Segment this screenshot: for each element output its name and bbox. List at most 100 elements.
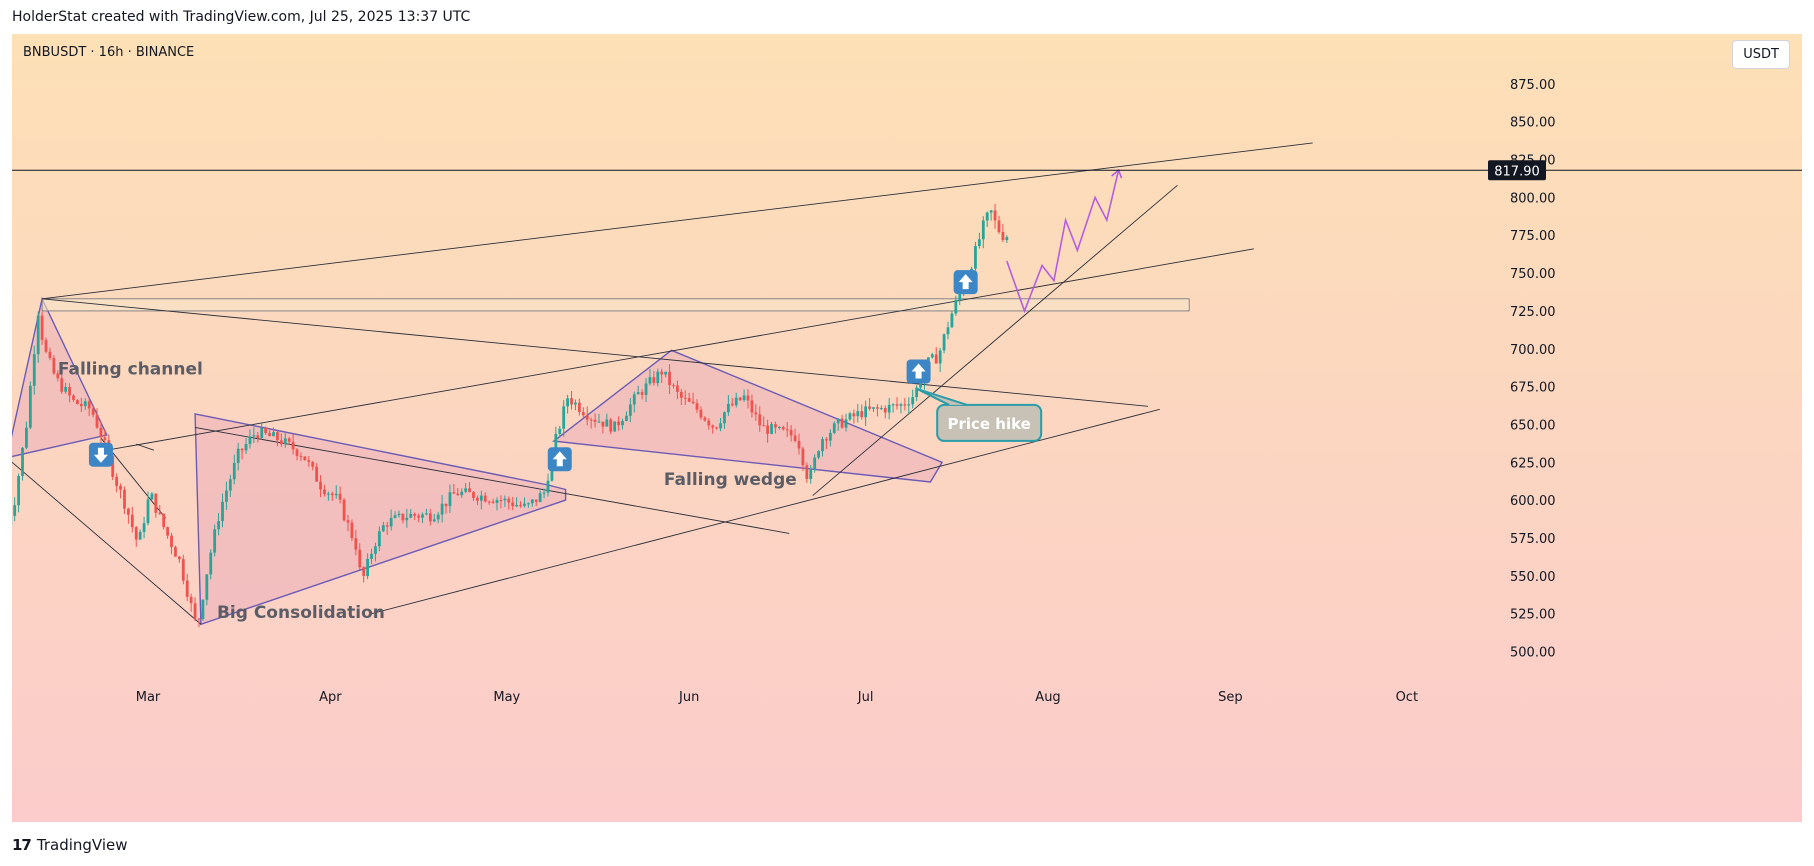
y-tick-label: 650.00 [1510,418,1556,433]
x-tick-label: Oct [1396,690,1418,705]
candle-body [919,383,922,388]
y-axis[interactable]: 875.00 850.00 825.00 800.00 775.00 750.00 725.… [1510,78,1556,661]
pattern-label: Falling channel [58,359,203,379]
candle-body [456,493,460,496]
y-tick-label: 700.00 [1510,343,1556,358]
candle-body [377,531,381,547]
candle-body [166,527,170,536]
candle-body [142,523,146,532]
candle-body [981,220,985,240]
candle-body [134,527,138,540]
candle-body [942,334,946,351]
candle-body [326,493,330,495]
candle-body [538,493,542,502]
candle-body [99,427,103,438]
candle-body [930,354,934,358]
candle-body [279,440,283,445]
candle-body [503,498,507,501]
candle-body [213,529,217,553]
candle-body [350,522,354,539]
x-tick-label: Jul [857,690,874,705]
candle-body [907,404,911,406]
candle-body [868,406,871,409]
candle-body [660,371,664,375]
candle-body [676,385,679,392]
candle-body [452,492,456,494]
candle-body [303,456,307,461]
candle-body [574,402,577,405]
candle-body [534,499,538,502]
candle-body [174,547,177,557]
candle-body [154,493,158,513]
candle-body [436,514,440,520]
candle-body [409,513,413,518]
candle-body [974,246,977,269]
candle-body [852,413,856,417]
candle-body [95,414,99,428]
candle-body [111,455,115,477]
candle-body [825,439,828,441]
y-tick-label: 525.00 [1510,608,1556,623]
y-tick-label: 775.00 [1510,229,1556,244]
candle-body [789,429,793,436]
y-tick-label: 800.00 [1510,191,1556,206]
candle-body [597,421,601,423]
x-tick-label: Sep [1218,690,1243,705]
candle-body [311,461,315,467]
candle-body [123,489,126,509]
candle-body [268,433,271,437]
candle-body [323,489,326,495]
candle-body [746,395,750,401]
callout-pointer [916,387,968,406]
candle-body [609,419,613,432]
candle-body [87,401,91,409]
candle-body [554,433,558,455]
pattern-label: Big Consolidation [217,603,385,623]
candle-body [276,432,279,441]
currency-button[interactable]: USDT [1732,40,1790,69]
pattern-shape [12,296,108,458]
y-tick-label: 500.00 [1510,646,1556,661]
candle-body [464,488,468,492]
candle-body [283,438,287,445]
annotation-layer: Falling channel Big Consolidation Falling … [58,359,1043,623]
candle-body [185,580,189,597]
candle-body [593,419,597,422]
candle-body [401,513,405,521]
arrow-layer [88,270,978,472]
candle-body [119,485,122,490]
candle-body [695,403,699,410]
candle-body [958,292,962,301]
candle-body [883,408,887,413]
candle-body [570,398,573,405]
candle-body [48,351,52,359]
y-tick-label: 850.00 [1510,116,1556,131]
candle-body [628,404,632,416]
candle-body [876,407,879,409]
candle-body [44,339,48,352]
footer-brand[interactable]: 17 TradingView [12,836,128,854]
chart-area[interactable]: 817.90 Falling channel Big Consolidation F… [12,34,1802,822]
candle-body [542,492,546,494]
candle-body [354,538,358,550]
candle-body [32,354,36,386]
candle-body [1001,232,1005,241]
arrow-glyph [958,274,973,290]
x-axis[interactable]: Mar Apr May Jun Jul Aug Sep Oct [136,690,1418,705]
candle-body [515,505,519,507]
candle-body [950,313,954,328]
candle-body [625,415,628,421]
candle-body [36,315,40,355]
candle-body [770,424,773,434]
candle-body [699,409,703,418]
candle-body [228,479,232,491]
candle-body [201,599,205,620]
candle-body [315,466,319,482]
candle-body [664,371,668,375]
x-tick-label: Mar [136,690,161,705]
candle-body [711,425,715,428]
candle-body [252,435,256,437]
candle-body [232,463,236,480]
candle-body [860,411,864,418]
